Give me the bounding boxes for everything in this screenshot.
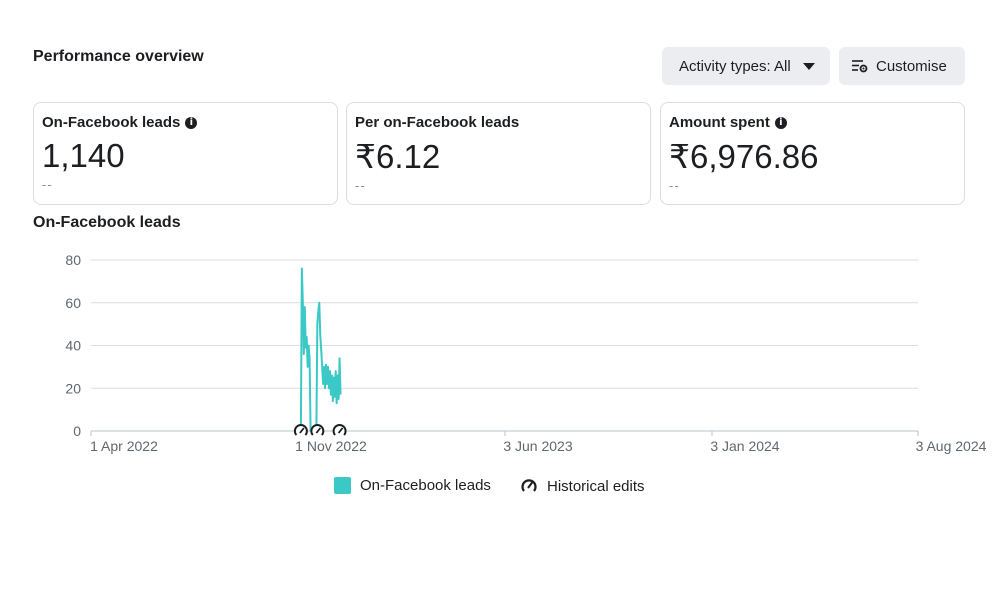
activity-types-dropdown[interactable]: Activity types: All — [662, 47, 830, 85]
historical-edit-marker-arc — [332, 424, 347, 436]
historical-edit-marker-needle — [299, 427, 305, 434]
historical-edit-marker-arc — [310, 424, 325, 436]
historical-edit-marker-needle — [337, 427, 344, 434]
x-tick-label: 1 Nov 2022 — [295, 438, 367, 454]
historical-edit-marker-arc — [293, 424, 308, 436]
chart-title: On-Facebook leads — [33, 214, 181, 231]
y-tick-label: 80 — [65, 252, 81, 268]
metric-delta: -- — [42, 177, 53, 192]
metric-card-leads[interactable]: On-Facebook leads i 1,140 -- — [33, 102, 338, 205]
info-icon[interactable]: i — [185, 116, 198, 129]
x-tick-label: 3 Jan 2024 — [710, 438, 779, 454]
info-icon[interactable]: i — [774, 116, 787, 129]
customise-label: Customise — [876, 57, 947, 75]
legend-swatch — [334, 477, 351, 494]
customise-settings-icon — [852, 60, 868, 73]
metric-value: ₹6,976.86 — [669, 138, 819, 175]
x-tick-label: 1 Apr 2022 — [90, 438, 158, 454]
metric-value: ₹6.12 — [355, 138, 441, 175]
legend-item-historical-edits[interactable]: Historical edits — [520, 477, 645, 495]
legend-item-leads[interactable]: On-Facebook leads — [334, 477, 491, 494]
x-tick-label: 3 Aug 2024 — [916, 438, 987, 454]
metric-delta: -- — [669, 178, 680, 193]
metric-label: Per on-Facebook leads — [355, 114, 520, 131]
historical-edit-marker-needle — [315, 427, 322, 434]
metric-card-amount-spent[interactable]: Amount spent i ₹6,976.86 -- — [660, 102, 965, 205]
metric-card-cost-per-lead[interactable]: Per on-Facebook leads ₹6.12 -- — [346, 102, 651, 205]
legend-label: Historical edits — [547, 477, 645, 495]
metric-label: Amount spent — [669, 114, 770, 131]
historical-edit-icon — [521, 479, 537, 492]
customise-button[interactable]: Customise — [839, 47, 965, 85]
x-tick-label: 3 Jun 2023 — [503, 438, 572, 454]
metric-label: On-Facebook leads — [42, 114, 181, 131]
y-tick-label: 60 — [65, 295, 81, 311]
y-tick-label: 40 — [65, 338, 81, 354]
metric-delta: -- — [355, 178, 366, 193]
legend-label: On-Facebook leads — [360, 477, 491, 494]
page-title: Performance overview — [33, 48, 204, 65]
y-tick-label: 20 — [65, 380, 81, 396]
activity-types-label: Activity types: All — [679, 57, 791, 75]
y-tick-label: 0 — [73, 423, 81, 439]
leads-line-chart[interactable]: 0 20 40 60 80 1 Apr 2022 1 Nov 2022 3 Jun 2023 3… — [0, 240, 1000, 465]
series-line-leads — [299, 267, 342, 432]
caret-down-icon — [802, 62, 815, 70]
metric-value: 1,140 — [42, 137, 125, 174]
